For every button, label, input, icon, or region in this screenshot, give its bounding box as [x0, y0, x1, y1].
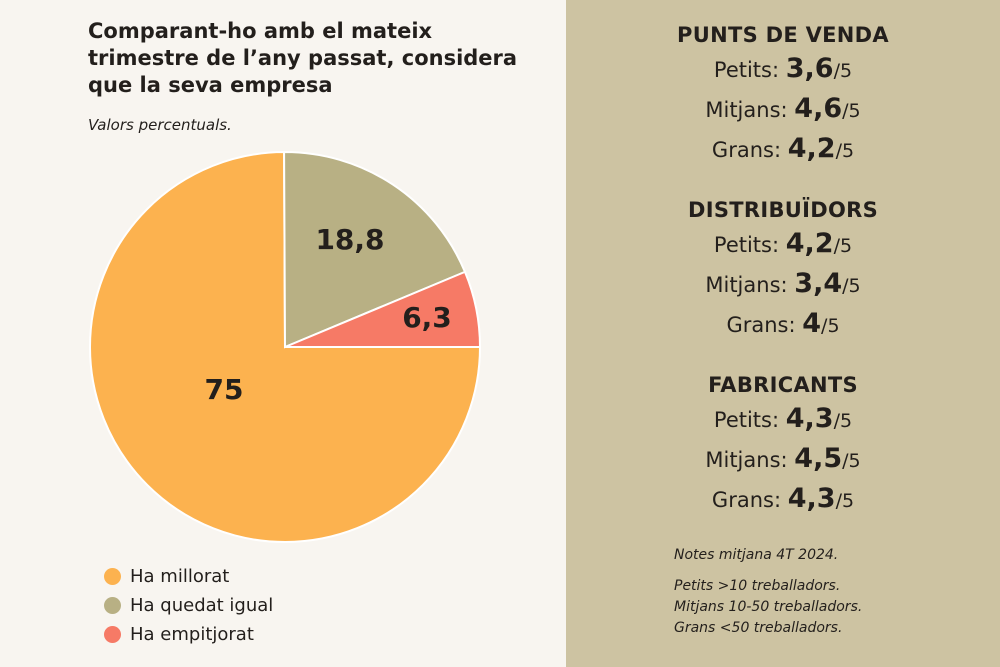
rating-max: /5 — [842, 100, 861, 122]
rating-label: Petits: — [713, 233, 780, 257]
rating-max: /5 — [833, 235, 853, 257]
rating-row: Petits: 3,6/5 — [566, 50, 1000, 90]
notes-line: Grans <50 treballadors. — [674, 620, 843, 636]
rating-value: 4,5 — [794, 443, 843, 474]
chart-subtitle: Valors percentuals. — [88, 116, 232, 134]
rating-label: Petits: — [713, 408, 780, 432]
notes-average: Notes mitjana 4T 2024. — [674, 547, 839, 563]
rating-label: Grans: — [711, 138, 782, 162]
rating-label: Mitjans: — [705, 448, 788, 472]
rating-max: /5 — [833, 410, 853, 432]
rating-value: 4 — [802, 308, 822, 339]
rating-row: Grans: 4,2/5 — [566, 130, 1000, 170]
legend-item: Ha millorat — [104, 562, 273, 591]
rating-group-punts-de-venda: PUNTS DE VENDA Petits: 3,6/5 Mitjans: 4,… — [566, 20, 1000, 170]
rating-row: Petits: 4,2/5 — [566, 225, 1000, 265]
rating-label: Grans: — [711, 488, 782, 512]
rating-label: Grans: — [726, 313, 796, 337]
notes-line: Mitjans 10-50 treballadors. — [674, 599, 863, 615]
pie-data-label: 75 — [205, 373, 244, 406]
chart-panel: Comparant-ho amb el mateix trimestre de … — [88, 19, 518, 649]
rating-value: 4,3 — [785, 403, 834, 434]
rating-max: /5 — [833, 60, 853, 82]
legend-swatch — [104, 626, 121, 643]
legend-swatch — [104, 597, 121, 614]
pie-data-label: 6,3 — [402, 301, 452, 334]
rating-value: 4,2 — [787, 133, 836, 164]
pie-slice-ha-millorat — [89, 150, 482, 543]
rating-row: Grans: 4,3/5 — [566, 480, 1000, 520]
rating-value: 4,6 — [794, 93, 843, 124]
rating-value: 4,3 — [787, 483, 836, 514]
legend-item: Ha quedat igual — [104, 591, 273, 620]
chart-title: Comparant-ho amb el mateix trimestre de … — [88, 19, 518, 97]
notes-line: Petits >10 treballadors. — [674, 578, 841, 594]
rating-max: /5 — [835, 490, 855, 512]
rating-group-fabricants: FABRICANTS Petits: 4,3/5 Mitjans: 4,5/5 … — [566, 370, 1000, 520]
rating-max: /5 — [821, 315, 840, 337]
rating-group-heading: FABRICANTS — [708, 373, 858, 397]
legend-label: Ha quedat igual — [130, 595, 274, 616]
ratings-panel: PUNTS DE VENDA Petits: 3,6/5 Mitjans: 4,… — [566, 0, 1000, 667]
pie-slice-ha-quedat-igual — [283, 151, 467, 349]
legend-swatch — [104, 568, 121, 585]
rating-group-heading: PUNTS DE VENDA — [677, 23, 889, 47]
rating-row: Mitjans: 4,5/5 — [566, 440, 1000, 480]
rating-group-heading: DISTRIBUÏDORS — [687, 198, 879, 222]
legend: Ha millorat Ha quedat igual Ha empitjora… — [104, 562, 273, 649]
legend-item: Ha empitjorat — [104, 620, 273, 649]
rating-max: /5 — [842, 275, 861, 297]
rating-value: 4,2 — [785, 228, 834, 259]
notes: Notes mitjana 4T 2024. Petits >10 trebal… — [674, 545, 994, 649]
pie-chart: 75 18,8 6,3 — [89, 150, 482, 543]
notes-sizes: Petits >10 treballadors. Mitjans 10-50 t… — [674, 576, 994, 639]
rating-row: Petits: 4,3/5 — [566, 400, 1000, 440]
pie-data-label: 18,8 — [315, 223, 384, 256]
legend-label: Ha empitjorat — [130, 624, 254, 645]
rating-row: Mitjans: 4,6/5 — [566, 90, 1000, 130]
legend-label: Ha millorat — [130, 566, 230, 587]
pie-slice-ha-empitjorat — [284, 270, 482, 348]
rating-row: Mitjans: 3,4/5 — [566, 265, 1000, 305]
rating-value: 3,4 — [794, 268, 843, 299]
rating-group-distribuidors: DISTRIBUÏDORS Petits: 4,2/5 Mitjans: 3,4… — [566, 195, 1000, 345]
rating-label: Petits: — [713, 58, 780, 82]
rating-value: 3,6 — [785, 53, 834, 84]
rating-label: Mitjans: — [705, 98, 788, 122]
rating-label: Mitjans: — [705, 273, 788, 297]
rating-row: Grans: 4/5 — [566, 305, 1000, 345]
rating-max: /5 — [835, 140, 855, 162]
rating-max: /5 — [842, 450, 861, 472]
